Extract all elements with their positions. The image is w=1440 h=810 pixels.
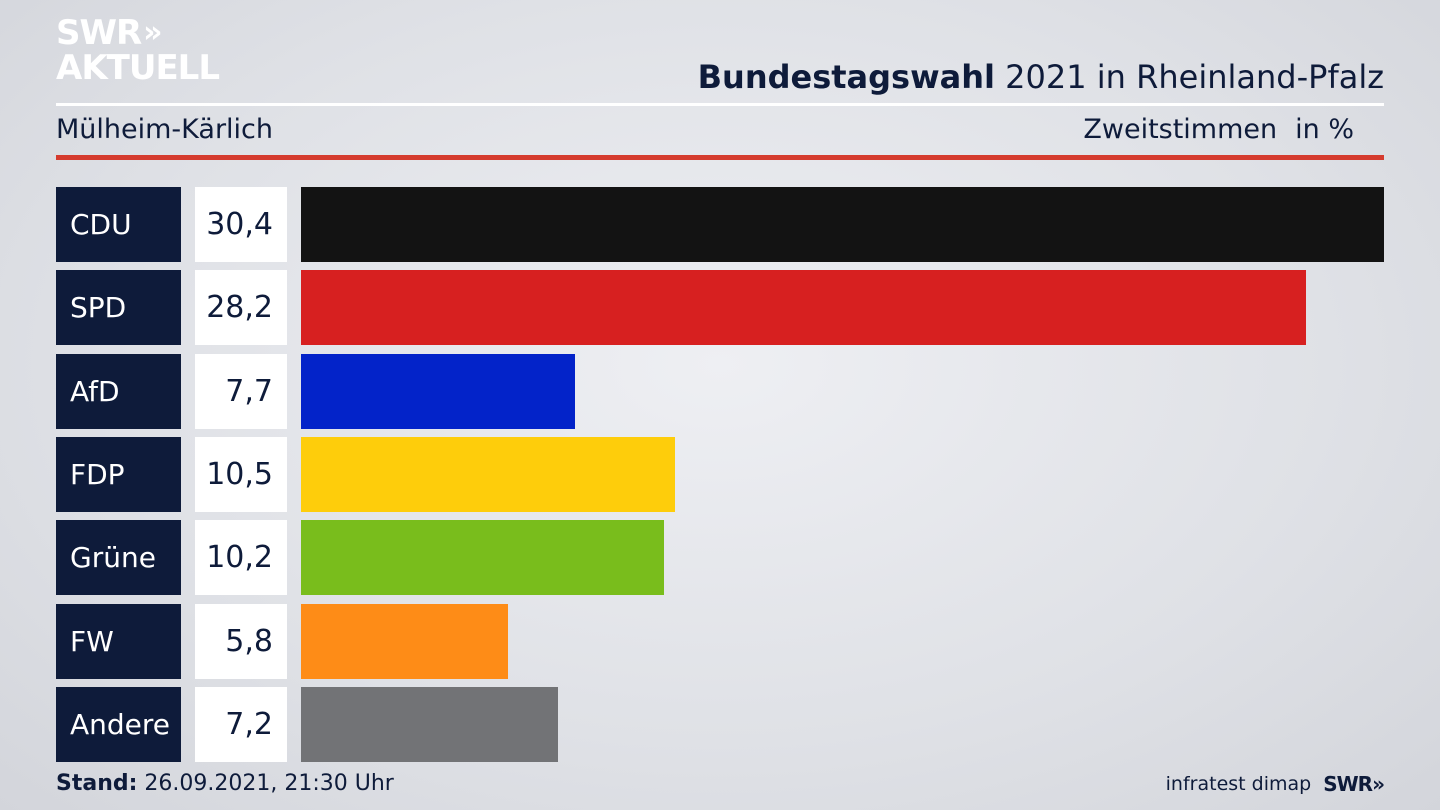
value-label: 30,4	[195, 187, 287, 262]
value-label: 5,8	[195, 603, 287, 679]
value-label: 7,7	[195, 353, 287, 429]
swr-aktuell-logo: SWR» AKTUELL	[56, 13, 220, 88]
bar-row: Grüne 10,2	[56, 520, 1384, 596]
bar-row: AfD 7,7	[56, 353, 1384, 429]
measure-label: Zweitstimmen in %	[1083, 114, 1354, 145]
bar-spd	[301, 270, 1306, 346]
party-label: Andere	[56, 686, 181, 762]
accent-divider	[56, 155, 1384, 160]
value-label: 28,2	[195, 270, 287, 346]
bar-fdp	[301, 436, 675, 512]
bar-row: CDU 30,4	[56, 187, 1384, 262]
title-rest: 2021 in Rheinland-Pfalz	[995, 58, 1384, 96]
value-label: 7,2	[195, 686, 287, 762]
party-label: AfD	[56, 353, 181, 429]
value-label: 10,2	[195, 520, 287, 596]
swr-brand-logo: SWR»	[1323, 772, 1385, 796]
logo-swr-text: SWR	[56, 13, 142, 53]
bar-grüne	[301, 520, 664, 596]
source-credit: infratest dimap SWR»	[1165, 772, 1385, 796]
bar-row: Andere 7,2	[56, 686, 1384, 762]
title-bold: Bundestagswahl	[697, 58, 995, 96]
bar-afd	[301, 353, 575, 429]
measure-text: Zweitstimmen	[1083, 114, 1278, 145]
stand-value: 26.09.2021, 21:30 Uhr	[137, 771, 394, 796]
party-label: Grüne	[56, 520, 181, 596]
logo-chevron-icon: »	[143, 15, 163, 50]
party-label: FW	[56, 603, 181, 679]
bar-row: FDP 10,5	[56, 436, 1384, 512]
unit-text: in %	[1295, 114, 1354, 145]
page-title: Bundestagswahl 2021 in Rheinland-Pfalz	[698, 58, 1384, 96]
party-label: CDU	[56, 187, 181, 262]
stand-label: Stand:	[56, 771, 138, 796]
bar-andere	[301, 686, 558, 762]
bar-row: SPD 28,2	[56, 270, 1384, 346]
bar-fw	[301, 603, 508, 679]
timestamp: Stand: 26.09.2021, 21:30 Uhr	[56, 771, 394, 796]
region-subtitle: Mülheim-Kärlich	[56, 114, 274, 145]
party-label: FDP	[56, 436, 181, 512]
logo-aktuell-text: AKTUELL	[56, 48, 220, 88]
value-label: 10,5	[195, 436, 287, 512]
header-divider	[56, 103, 1384, 106]
bar-row: FW 5,8	[56, 603, 1384, 679]
bar-cdu	[301, 187, 1384, 262]
party-label: SPD	[56, 270, 181, 346]
source-text: infratest dimap	[1165, 773, 1312, 795]
